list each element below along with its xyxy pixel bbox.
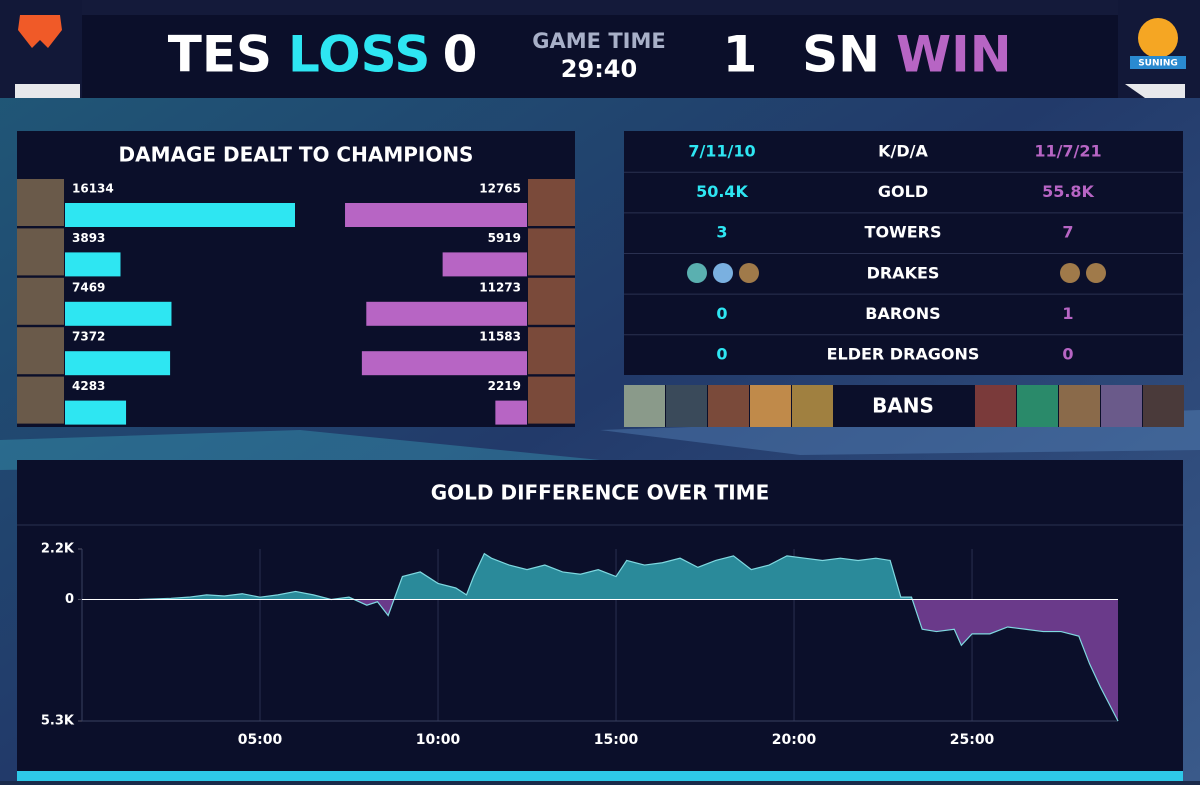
stat-team1: 3 [716,223,727,242]
team2-logo [1138,18,1178,58]
damage-value: 7469 [72,280,105,294]
portrait [17,179,64,226]
x-tick-label: 20:00 [772,732,817,748]
damage-bar [361,351,527,376]
stat-team2: 0 [1062,345,1073,364]
damage-value: 2219 [488,379,521,393]
ban-portrait [750,385,791,427]
team1-logo-box [0,0,82,98]
gold-title: GOLD DIFFERENCE OVER TIME [431,481,769,505]
stat-team2: 7 [1062,223,1073,242]
team2-result: WIN [896,26,1012,84]
stat-team1: 7/11/10 [688,142,755,161]
team2-logo-band [1130,56,1186,69]
damage-bar [442,252,527,277]
portrait [528,327,575,375]
stat-team2: 1 [1062,304,1073,323]
damage-bar [65,301,172,326]
drake-icon [713,263,733,283]
damage-value: 7372 [72,330,105,344]
ban-portrait [708,385,749,427]
stat-team2: 11/7/21 [1034,142,1101,161]
team1-name: TES [168,26,272,84]
damage-value: 12765 [479,182,521,196]
ban-portrait [1017,385,1058,427]
stat-label: TOWERS [865,223,942,242]
damage-value: 11273 [479,280,521,294]
stat-team2: 55.8K [1042,182,1094,201]
decor [1125,84,1185,98]
stat-label: K/D/A [878,142,928,161]
x-tick-label: 15:00 [594,732,639,748]
ban-portrait [792,385,833,427]
damage-value: 11583 [479,330,521,344]
drake-icon [687,263,707,283]
stat-label: ELDER DRAGONS [827,345,980,364]
damage-bar [65,351,171,376]
ban-portrait [1143,385,1184,427]
stat-label: GOLD [878,182,928,201]
y-tick-label: 2.2K [41,542,75,557]
team2-score: 1 [723,26,758,84]
damage-bar [345,203,527,227]
gold-line [138,552,1119,722]
bans-label: BANS [872,394,934,418]
header-bar [0,0,1200,98]
damage-bar [495,400,527,425]
y-tick-label: 0 [65,592,74,607]
portrait [528,277,575,325]
damage-bar [366,301,527,326]
decor [15,84,80,98]
x-tick-label: 25:00 [950,732,995,748]
team2-logo-text: SUNING [1138,59,1178,69]
team1-result: LOSS [288,26,430,84]
damage-value: 4283 [72,379,105,393]
drake-icon [1086,263,1106,283]
portrait [17,327,64,375]
damage-bar [65,400,127,425]
game-time-label: GAME TIME [532,29,665,53]
y-tick-label: 5.3K [41,714,75,729]
x-tick-label: 10:00 [416,732,461,748]
ban-portrait [666,385,707,427]
damage-title: DAMAGE DEALT TO CHAMPIONS [119,143,474,167]
stat-label: BARONS [865,304,940,323]
team2-name: SN [802,26,880,84]
damage-value: 3893 [72,231,105,245]
drake-icon [739,263,759,283]
portrait [528,376,575,424]
damage-value: 16134 [72,182,114,196]
damage-panel [17,131,575,427]
portrait [17,277,64,325]
stat-team1: 0 [716,304,727,323]
ban-portrait [975,385,1016,427]
damage-value: 5919 [488,231,521,245]
portrait [17,376,64,424]
team1-logo [18,15,62,48]
ban-portrait [1059,385,1100,427]
ban-portrait [624,385,665,427]
portrait [528,179,575,226]
team1-score: 0 [443,26,478,84]
ban-portrait [1101,385,1142,427]
damage-bar [65,252,121,277]
game-time: 29:40 [561,55,637,83]
damage-bar [65,203,295,227]
x-tick-label: 05:00 [238,732,283,748]
area-positive [138,553,1118,600]
portrait [17,228,64,276]
drake-icons [687,263,1106,283]
header-strip [82,0,1118,15]
bottom-strip [17,771,1183,781]
drake-icon [1060,263,1080,283]
portrait [528,228,575,276]
stat-team1: 50.4K [696,182,748,201]
stat-label: DRAKES [867,263,940,282]
stat-team1: 0 [716,345,727,364]
